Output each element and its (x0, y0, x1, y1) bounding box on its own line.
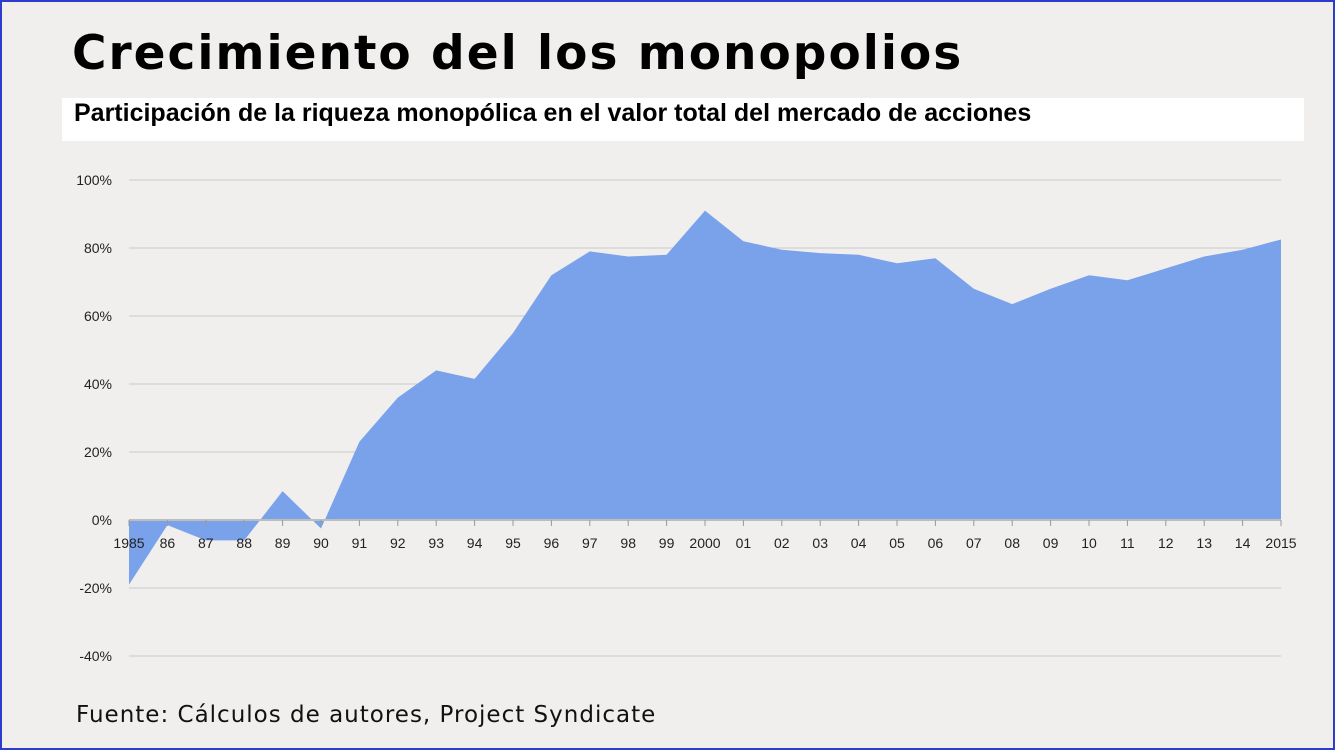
y-tick-label: 100% (76, 172, 112, 188)
y-tick-label: 40% (84, 376, 112, 392)
x-tick-label: 05 (889, 535, 905, 551)
x-tick-label: 90 (313, 535, 329, 551)
x-tick-label: 98 (620, 535, 636, 551)
x-tick-label: 91 (352, 535, 368, 551)
x-tick-label: 92 (390, 535, 406, 551)
subtitle-box: Participación de la riqueza monopólica e… (62, 98, 1304, 141)
y-tick-label: 80% (84, 240, 112, 256)
x-tick-label: 11 (1120, 535, 1135, 551)
x-tick-label: 89 (275, 535, 291, 551)
x-tick-label: 97 (582, 535, 598, 551)
x-tick-label: 09 (1043, 535, 1059, 551)
chart-title: Crecimiento del los monopolios (72, 26, 964, 81)
series-area (129, 210, 1281, 585)
y-tick-label: -20% (79, 580, 112, 596)
x-tick-label: 2000 (689, 535, 720, 551)
y-axis: 100% 80% 60% 40% 20% 0% -20% -40% (76, 172, 112, 664)
x-tick-label: 02 (774, 535, 790, 551)
x-tick-label: 2015 (1265, 535, 1296, 551)
y-tick-label: -40% (79, 648, 112, 664)
chart-source: Fuente: Cálculos de autores, Project Syn… (76, 702, 657, 728)
x-axis: 1985 86 87 88 89 90 91 92 93 94 95 96 97 98 99 2000 01 02… (113, 519, 1297, 551)
area-layer (129, 210, 1281, 585)
y-tick-label: 0% (92, 512, 112, 528)
x-tick-label: 96 (544, 535, 560, 551)
x-tick-label: 04 (851, 535, 867, 551)
x-tick-label: 10 (1081, 535, 1097, 551)
x-tick-label: 88 (236, 535, 252, 551)
x-tick-label: 03 (812, 535, 828, 551)
x-tick-label: 94 (467, 535, 483, 551)
x-tick-label: 87 (198, 535, 214, 551)
x-tick-label: 1985 (113, 535, 144, 551)
x-tick-label: 99 (659, 535, 675, 551)
x-tick-label: 13 (1196, 535, 1212, 551)
x-tick-label: 01 (736, 535, 752, 551)
x-tick-label: 95 (505, 535, 521, 551)
x-tick-label: 06 (928, 535, 944, 551)
x-tick-label: 93 (428, 535, 444, 551)
x-tick-label: 07 (966, 535, 982, 551)
x-tick-label: 08 (1004, 535, 1020, 551)
y-tick-label: 20% (84, 444, 112, 460)
x-tick-label: 86 (160, 535, 176, 551)
y-tick-label: 60% (84, 308, 112, 324)
x-tick-label: 12 (1158, 535, 1174, 551)
chart-subtitle: Participación de la riqueza monopólica e… (74, 99, 1032, 127)
x-tick-label: 14 (1235, 535, 1251, 551)
